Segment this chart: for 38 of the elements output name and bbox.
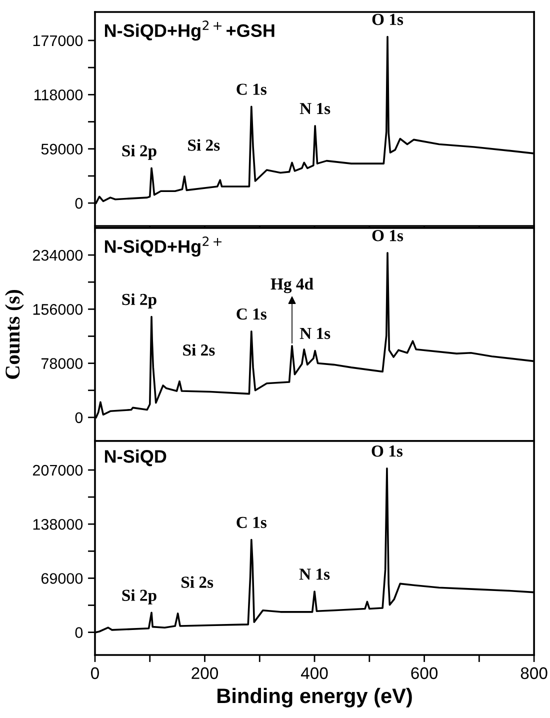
y-tick-label: 138000 <box>33 518 83 530</box>
text: N-SiQD+Hg$^{2+}$ <box>104 236 222 257</box>
annotation: N 1s <box>300 103 330 114</box>
annotation: C 1s <box>236 516 267 528</box>
y-tick-label: 234000 <box>32 250 83 261</box>
annotation: Si 2p <box>122 144 156 160</box>
y-axis-title: Counts (s) <box>4 290 24 379</box>
annotation: Si 2s <box>188 139 220 151</box>
x-tick-label: 0 <box>91 667 99 680</box>
y-tick-label: 207000 <box>32 464 83 476</box>
x-axis-title: Binding energy (eV) <box>218 688 412 708</box>
annotation: O 1s <box>372 446 403 457</box>
x-tick-label: 800 <box>520 667 548 680</box>
annotation: O 1s <box>372 14 404 26</box>
x-tick-label: 600 <box>411 667 438 680</box>
x-tick-label: 200 <box>192 667 218 680</box>
y-tick-label: 69000 <box>41 573 83 584</box>
y-tick-label: 118000 <box>34 90 83 100</box>
annotation: O 1s <box>372 230 404 242</box>
y-tick-label: 177000 <box>33 35 83 46</box>
annotation: N 1s <box>300 328 330 340</box>
y-tick-label: 59000 <box>41 144 83 155</box>
annotation: Hg 4d <box>270 278 314 294</box>
y-tick-label: 0 <box>75 412 83 424</box>
x-tick-label: 400 <box>301 667 328 680</box>
annotation: Si 2s <box>182 576 214 588</box>
y-tick-label: 0 <box>75 198 83 209</box>
annotation: C 1s <box>236 84 267 95</box>
annotation: N 1s <box>299 568 330 580</box>
y-tick-label: 156000 <box>33 304 83 315</box>
annotation: C 1s <box>236 308 267 320</box>
text: N-SiQD+Hg$^{2+}$+GSH <box>104 20 274 41</box>
annotation: Si 2p <box>122 589 156 604</box>
annotation: Si 2p <box>122 293 156 308</box>
annotation: Si 2s <box>183 344 215 356</box>
y-tick-label: 78000 <box>41 358 83 369</box>
chart-title: N-SiQD <box>104 450 166 466</box>
y-tick-label: 0 <box>75 627 83 638</box>
